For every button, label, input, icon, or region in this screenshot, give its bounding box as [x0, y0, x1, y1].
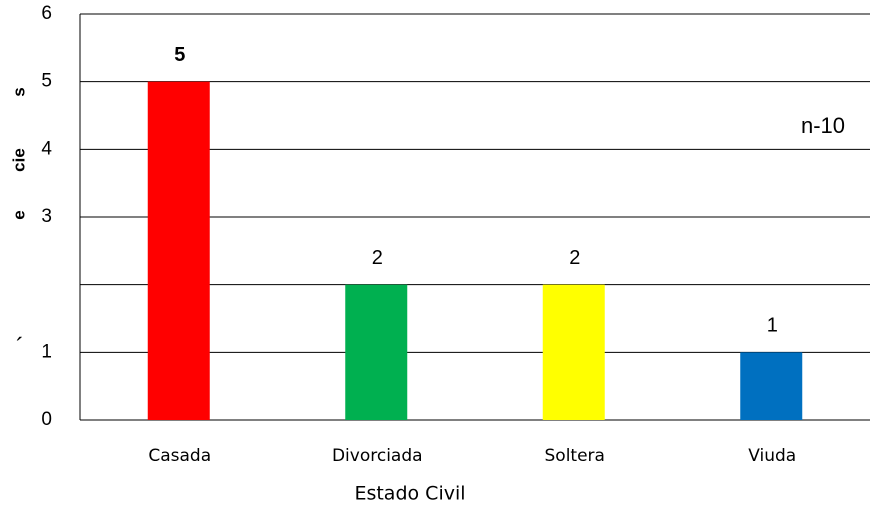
y-tick-label: 6	[41, 3, 52, 24]
y-tick-label: 5	[41, 71, 52, 92]
x-tick-label: Soltera	[545, 446, 605, 466]
annotation: n-10	[801, 113, 845, 138]
bar	[147, 81, 210, 421]
y-axis-label: e	[9, 210, 28, 219]
x-axis-label: Estado Civil	[354, 483, 465, 505]
y-tick-label: 4	[41, 138, 52, 159]
bar	[542, 284, 605, 420]
x-tick-label: Viuda	[748, 446, 796, 466]
y-axis-label: s	[9, 87, 28, 96]
x-tick-label: Divorciada	[332, 446, 423, 466]
bar	[345, 284, 408, 420]
bar	[740, 352, 803, 420]
data-label: 5	[174, 44, 185, 66]
data-label: 1	[767, 315, 778, 337]
y-tick-label: 3	[41, 206, 52, 227]
y-tick-label: 0	[41, 409, 52, 430]
data-label: 2	[569, 247, 580, 269]
x-tick-label: Casada	[148, 446, 211, 466]
y-axis-label: cie	[9, 148, 28, 172]
data-label: 2	[372, 247, 383, 269]
stray-mark: ´	[16, 333, 24, 360]
y-tick-label: 1	[41, 341, 52, 362]
